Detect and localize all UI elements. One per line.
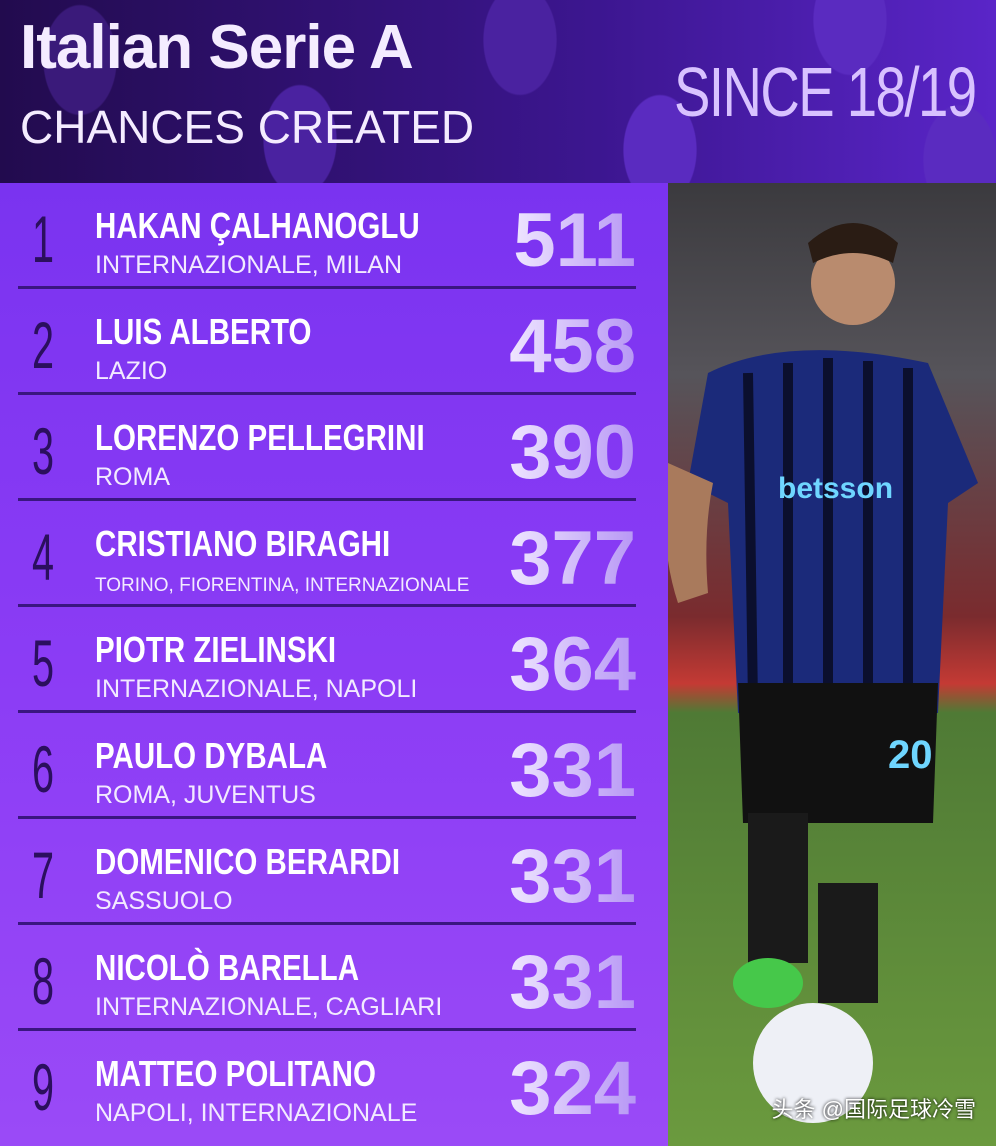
player-name: NICOLÒ BARELLA <box>95 947 360 988</box>
chances-value: 377 <box>509 516 636 601</box>
player-name: DOMENICO BERARDI <box>95 841 401 882</box>
table-row: 6 PAULO DYBALA ROMA, JUVENTUS 331 <box>18 713 636 819</box>
sponsor-logo: betsson <box>778 472 893 505</box>
rank-number: 1 <box>32 202 55 276</box>
header-banner: Italian Serie A CHANCES CREATED SINCE 18… <box>0 0 996 183</box>
player-clubs: INTERNAZIONALE, MILAN <box>95 251 402 279</box>
page-subtitle: CHANCES CREATED <box>20 101 475 153</box>
rank-number: 9 <box>32 1050 55 1124</box>
page-title: Italian Serie A <box>20 13 414 82</box>
football <box>753 1003 873 1123</box>
rank-number: 7 <box>32 838 55 912</box>
player-name: PAULO DYBALA <box>95 735 328 776</box>
player-name: CRISTIANO BIRAGHI <box>95 523 391 564</box>
player-clubs: ROMA <box>95 463 170 491</box>
chances-value: 511 <box>513 198 636 283</box>
rank-number: 2 <box>32 308 55 382</box>
table-row: 9 MATTEO POLITANO NAPOLI, INTERNAZIONALE… <box>18 1031 636 1137</box>
chances-value: 331 <box>509 728 636 813</box>
chances-value: 364 <box>509 622 636 707</box>
player-clubs: ROMA, JUVENTUS <box>95 781 316 809</box>
ranking-table: 1 HAKAN ÇALHANOGLU INTERNAZIONALE, MILAN… <box>0 183 668 1146</box>
player-name: LORENZO PELLEGRINI <box>95 417 425 458</box>
player-clubs: NAPOLI, INTERNAZIONALE <box>95 1099 418 1127</box>
player-clubs: INTERNAZIONALE, NAPOLI <box>95 675 418 703</box>
rank-number: 4 <box>32 520 55 594</box>
player-name: HAKAN ÇALHANOGLU <box>95 205 420 246</box>
chances-value: 331 <box>509 940 636 1025</box>
player-clubs: SASSUOLO <box>95 887 233 915</box>
table-row: 2 LUIS ALBERTO LAZIO 458 <box>18 289 636 395</box>
table-row: 3 LORENZO PELLEGRINI ROMA 390 <box>18 395 636 501</box>
since-label: SINCE 18/19 <box>674 53 977 131</box>
table-row: 8 NICOLÒ BARELLA INTERNAZIONALE, CAGLIAR… <box>18 925 636 1031</box>
rank-number: 5 <box>32 626 55 700</box>
table-row: 7 DOMENICO BERARDI SASSUOLO 331 <box>18 819 636 925</box>
rank-number: 8 <box>32 944 55 1018</box>
shirt-number: 20 <box>888 733 933 777</box>
chances-value: 331 <box>509 834 636 919</box>
watermark: 头条 @国际足球冷雪 <box>771 1097 976 1122</box>
player-shorts <box>738 683 938 823</box>
table-row: 5 PIOTR ZIELINSKI INTERNAZIONALE, NAPOLI… <box>18 607 636 713</box>
player-photo: betsson 20 头条 @国际足球冷雪 <box>668 183 996 1146</box>
player-clubs: TORINO, FIORENTINA, INTERNAZIONALE <box>95 575 470 596</box>
rank-number: 3 <box>32 414 55 488</box>
rank-number: 6 <box>32 732 55 806</box>
player-name: MATTEO POLITANO <box>95 1053 376 1094</box>
chances-value: 458 <box>509 304 636 389</box>
player-clubs: LAZIO <box>95 357 168 385</box>
chances-value: 390 <box>509 410 636 495</box>
table-row: 1 HAKAN ÇALHANOGLU INTERNAZIONALE, MILAN… <box>18 183 636 289</box>
player-name: LUIS ALBERTO <box>95 311 312 352</box>
player-clubs: INTERNAZIONALE, CAGLIARI <box>95 993 443 1021</box>
player-name: PIOTR ZIELINSKI <box>95 629 337 670</box>
table-row: 4 CRISTIANO BIRAGHI TORINO, FIORENTINA, … <box>18 501 636 607</box>
player-illustration: betsson 20 <box>668 223 978 1123</box>
chances-value: 324 <box>509 1046 636 1131</box>
player-head <box>811 241 895 325</box>
